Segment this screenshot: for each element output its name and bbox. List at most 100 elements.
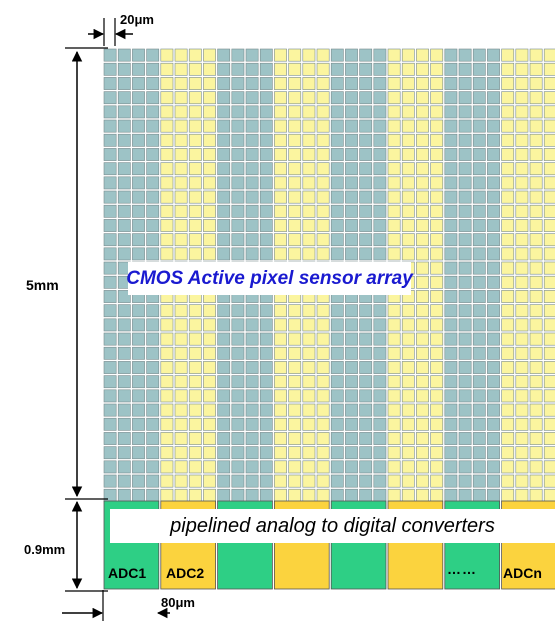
pixel-cell (444, 162, 458, 176)
pixel-cell (160, 460, 174, 474)
pixel-cell (472, 318, 486, 332)
pixel-cell (103, 432, 117, 445)
pixel-cell (259, 77, 273, 90)
pixel-cell (487, 446, 500, 460)
pixel-cell (203, 233, 216, 247)
pixel-cell (487, 389, 500, 403)
pixel-cell (387, 233, 401, 247)
pixel-cell (245, 361, 259, 374)
pixel-cell (345, 62, 358, 76)
pixel-cell (458, 304, 472, 318)
pixel-cell (458, 290, 472, 303)
pixel-cell (487, 332, 500, 346)
pixel-cell (231, 488, 245, 502)
pixel-cell (373, 190, 387, 204)
pixel-cell (231, 304, 245, 318)
pixel-cell (487, 233, 500, 247)
pixel-cell (146, 204, 160, 218)
pixel-cell (217, 162, 231, 176)
pixel-cell (501, 304, 515, 318)
pixel-cell (103, 261, 117, 275)
pixel-cell (487, 488, 500, 502)
pixel-cell (387, 446, 401, 460)
pixel-cell (373, 474, 387, 488)
pixel-cell (430, 176, 444, 190)
pixel-cell (430, 48, 444, 62)
adc-ellipsis: …… (447, 561, 477, 577)
pixel-cell (330, 460, 344, 474)
pixel-cell (430, 375, 444, 389)
pixel-cell (188, 91, 202, 105)
pixel-cell (146, 346, 160, 360)
pixel-cell (203, 247, 216, 261)
pixel-cell (416, 304, 429, 318)
pixel-cell (231, 233, 245, 247)
pixel-cell (146, 77, 160, 90)
pixel-cell (330, 119, 344, 133)
pixel-cell (401, 133, 415, 147)
pixel-cell (487, 105, 500, 119)
pixel-cell (188, 446, 202, 460)
pixel-cell (444, 91, 458, 105)
pixel-cell (373, 318, 387, 332)
pixel-cell (160, 204, 174, 218)
pixel-cell (373, 332, 387, 346)
pixel-cell (117, 62, 131, 76)
pixel-cell (302, 162, 316, 176)
pixel-cell (501, 133, 515, 147)
pixel-cell (472, 105, 486, 119)
pixel-cell (529, 176, 543, 190)
pixel-cell (373, 375, 387, 389)
pixel-cell (217, 190, 231, 204)
pixel-cell (330, 332, 344, 346)
pixel-cell (359, 474, 373, 488)
pixel-cell (444, 204, 458, 218)
pixel-cell (416, 162, 429, 176)
pixel-cell (245, 375, 259, 389)
pixel-cell (430, 488, 444, 502)
pixel-cell (501, 474, 515, 488)
pixel-cell (132, 62, 145, 76)
pixel-cell (458, 460, 472, 474)
pixel-cell (444, 233, 458, 247)
pixel-cell (188, 304, 202, 318)
pixel-cell (359, 488, 373, 502)
pixel-cell (430, 460, 444, 474)
pixel-cell (160, 162, 174, 176)
pixel-cell (359, 432, 373, 445)
pixel-cell (117, 375, 131, 389)
pixel-cell (330, 247, 344, 261)
pixel-cell (359, 417, 373, 431)
pixel-cell (146, 190, 160, 204)
pixel-cell (117, 48, 131, 62)
pixel-cell (472, 148, 486, 161)
pixel-cell (160, 77, 174, 90)
pixel-cell (359, 304, 373, 318)
pixel-cell (203, 474, 216, 488)
pixel-cell (274, 105, 287, 119)
pixel-cell (529, 48, 543, 62)
pixel-cell (487, 432, 500, 445)
pixel-cell (387, 389, 401, 403)
pixel-cell (117, 346, 131, 360)
pixel-cell (174, 62, 188, 76)
pixel-cell (103, 361, 117, 374)
pixel-cell (458, 332, 472, 346)
pixel-cell (515, 261, 529, 275)
pixel-cell (387, 219, 401, 232)
pixel-cell (515, 460, 529, 474)
pixel-cell (188, 204, 202, 218)
pixel-cell (416, 233, 429, 247)
pixel-cell (274, 233, 287, 247)
pixel-cell (515, 332, 529, 346)
pixel-cell (259, 488, 273, 502)
pixel-cell (472, 48, 486, 62)
pixel-cell (274, 119, 287, 133)
pixel-cell (231, 346, 245, 360)
dim-label-80um: 80μm (161, 595, 195, 610)
pixel-cell (274, 346, 287, 360)
pixel-cell (359, 375, 373, 389)
pixel-cell (387, 361, 401, 374)
pixel-cell (387, 417, 401, 431)
pixel-cell (231, 190, 245, 204)
